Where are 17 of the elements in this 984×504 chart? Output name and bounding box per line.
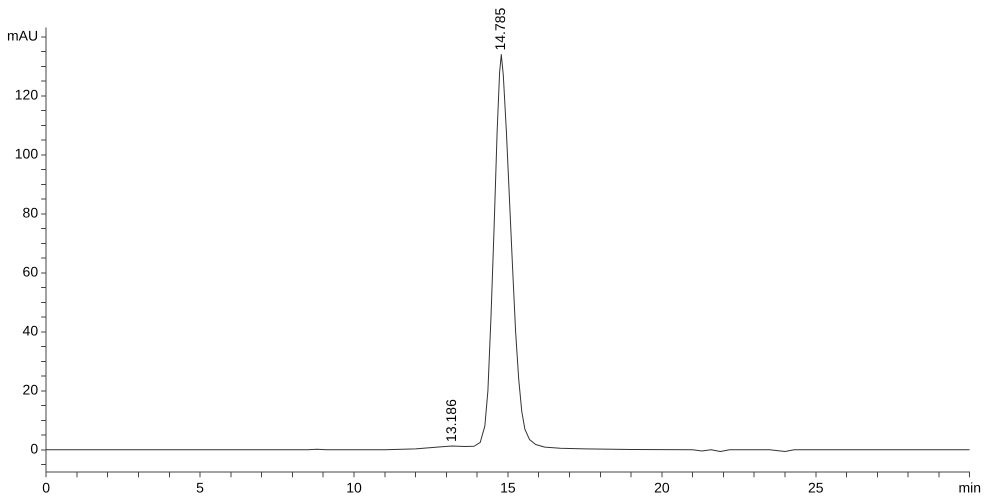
x-tick-label: 0: [42, 479, 50, 496]
x-tick-label: 20: [654, 479, 670, 496]
y-tick-label: 40: [22, 322, 38, 339]
x-tick-label: min: [958, 479, 981, 496]
annotation: 13.186: [442, 398, 459, 442]
x-tick-label: 15: [500, 479, 516, 496]
y-tick-label: 100: [14, 146, 38, 162]
y-tick-label: 120: [14, 86, 38, 103]
x-tick-label: 5: [196, 479, 204, 496]
x-tick-label: 10: [346, 479, 362, 496]
y-tick-label: mAU: [6, 28, 38, 44]
x-tick-label: 25: [808, 479, 824, 496]
y-tick-label: 20: [22, 382, 38, 398]
y-tick-label: 60: [22, 264, 38, 280]
y-tick-label: 80: [22, 204, 38, 221]
y-tick-label: 0: [30, 440, 38, 457]
annotation: 14.785: [492, 8, 508, 51]
